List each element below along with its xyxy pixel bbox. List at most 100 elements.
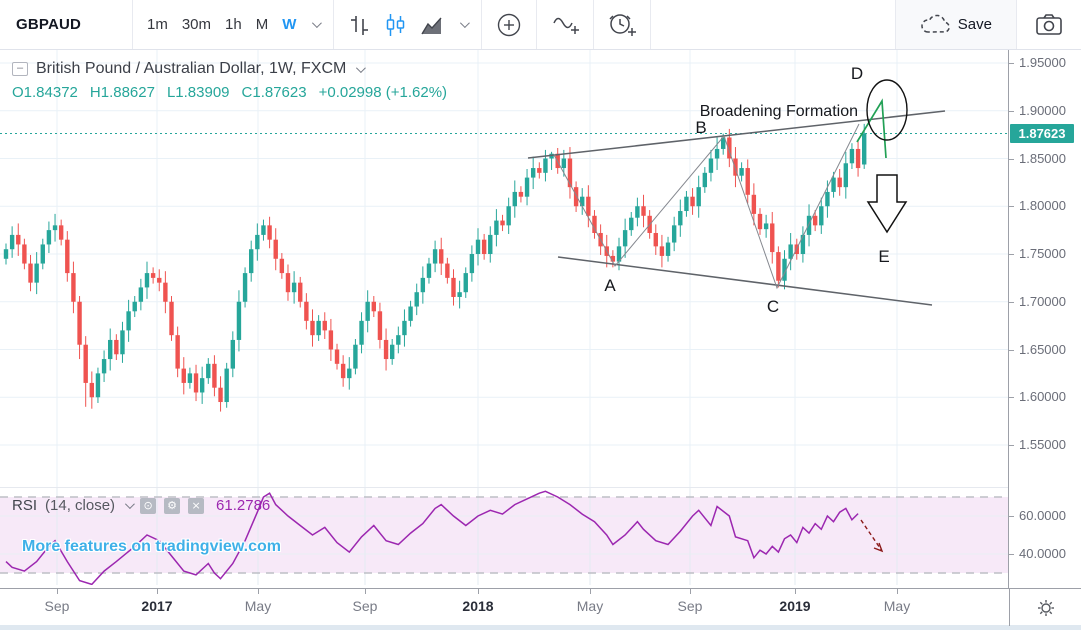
breakout-circle xyxy=(866,79,908,141)
annotation-text: C xyxy=(767,297,779,316)
last-price-tag: 1.87623 xyxy=(1010,124,1074,144)
time-tick xyxy=(258,589,259,594)
time-tick xyxy=(57,589,58,594)
rsi-tick xyxy=(1009,516,1014,517)
price-tick xyxy=(1009,349,1014,351)
lower-trendline xyxy=(557,256,933,306)
symbol-title[interactable]: British Pound / Australian Dollar, 1W, F… xyxy=(36,60,347,77)
time-tick-label: Sep xyxy=(352,598,378,614)
tradingview-watermark[interactable]: More features on tradingview.com xyxy=(22,538,282,555)
axis-settings-button[interactable] xyxy=(1009,589,1081,626)
time-tick xyxy=(157,589,158,594)
candles xyxy=(3,123,867,412)
area-style-icon[interactable] xyxy=(420,14,444,36)
annotation-text: B xyxy=(695,118,706,137)
candle-style-icon[interactable] xyxy=(384,12,406,38)
bar-style-icon[interactable] xyxy=(348,13,370,37)
time-tick-label: May xyxy=(244,598,272,614)
snapshot-section xyxy=(1017,0,1081,49)
indicator-icon[interactable] xyxy=(551,13,580,37)
timeframe-section: 1m 30m 1h M W xyxy=(133,0,335,49)
time-tick-label: 2018 xyxy=(462,598,494,614)
timeframe-1h[interactable]: 1h xyxy=(225,16,242,33)
price-tick xyxy=(1009,301,1014,303)
chart-legend: – British Pound / Australian Dollar, 1W,… xyxy=(12,60,447,101)
main-price-chart[interactable]: Broadening Formation A B C D E xyxy=(0,50,1008,488)
rsi-value: 61.2786 xyxy=(216,497,271,514)
timeframe-dropdown-icon[interactable] xyxy=(312,18,323,29)
price-tick-label: 1.95000 xyxy=(1019,55,1066,70)
rsi-legend: RSI (14, close) ⊙ ⚙ × 61.2786 xyxy=(12,497,270,514)
symbol-chevron-icon[interactable] xyxy=(356,62,367,73)
time-tick-label: May xyxy=(576,598,604,614)
eye-icon[interactable]: ⊙ xyxy=(140,497,157,514)
rsi-tick xyxy=(1009,554,1014,555)
alert-section xyxy=(594,0,652,49)
gear-icon[interactable]: ⚙ xyxy=(164,497,181,514)
abcd-zigzag xyxy=(553,123,860,290)
timeframe-1m[interactable]: 1m xyxy=(147,16,168,33)
price-tick-label: 1.65000 xyxy=(1019,341,1066,357)
rsi-chevron-icon[interactable] xyxy=(125,499,135,510)
save-label: Save xyxy=(957,16,992,33)
rsi-params: (14, close) xyxy=(45,497,116,514)
timeframe-30m[interactable]: 30m xyxy=(181,16,212,33)
compare-section xyxy=(482,0,538,49)
rsi-tick-label: 60.0000 xyxy=(1019,508,1066,523)
green-projection xyxy=(856,98,887,159)
time-tick xyxy=(365,589,366,594)
low-value: L1.83909 xyxy=(166,84,230,101)
time-tick-label: Sep xyxy=(44,598,70,614)
price-tick xyxy=(1009,206,1014,208)
price-tick-label: 1.80000 xyxy=(1019,198,1066,214)
chart-style-section xyxy=(334,0,483,49)
annotation-text: Broadening Formation xyxy=(700,103,858,120)
price-axis[interactable]: 1.95000 1.90000 1.85000 1.80000 1.75000 1.700… xyxy=(1008,50,1081,588)
time-axis[interactable]: Sep 2017 May Sep 2018 May Sep 2019 May xyxy=(0,588,1081,626)
time-tick xyxy=(795,589,796,594)
symbol-label[interactable]: GBPAUD xyxy=(16,16,82,33)
cloud-save-icon xyxy=(921,14,950,33)
rsi-projection-arrow xyxy=(860,519,883,552)
open-value: O1.84372 xyxy=(12,84,78,101)
down-arrow xyxy=(866,174,908,234)
upper-trendline xyxy=(527,110,946,159)
price-tick xyxy=(1009,63,1014,64)
gear-icon xyxy=(1037,599,1054,616)
rsi-tick-label: 40.0000 xyxy=(1019,546,1066,561)
price-tick-label: 1.90000 xyxy=(1019,102,1066,118)
annotation-text: D xyxy=(851,64,863,83)
indicator-section xyxy=(537,0,595,49)
camera-icon[interactable] xyxy=(1035,13,1063,37)
rsi-title[interactable]: RSI xyxy=(12,497,38,514)
save-button[interactable]: Save xyxy=(910,14,1002,36)
pane-separator[interactable] xyxy=(0,487,1008,488)
price-tick-label: 1.55000 xyxy=(1019,437,1066,452)
time-tick xyxy=(590,589,591,594)
high-value: H1.88627 xyxy=(89,84,155,101)
timeframe-1W[interactable]: W xyxy=(282,16,297,33)
price-tick xyxy=(1009,110,1014,112)
time-tick-label: May xyxy=(883,598,911,614)
symbol-section[interactable]: GBPAUD xyxy=(0,0,133,49)
annotation-text: A xyxy=(604,276,616,295)
rsi-line xyxy=(5,490,859,585)
time-tick-label: 2019 xyxy=(779,598,811,614)
style-dropdown-icon[interactable] xyxy=(460,18,471,29)
price-tick xyxy=(1009,397,1014,399)
time-tick xyxy=(690,589,691,594)
alert-icon[interactable] xyxy=(608,12,637,38)
top-toolbar: GBPAUD 1m 30m 1h M W xyxy=(0,0,1081,50)
close-icon[interactable]: × xyxy=(188,497,205,514)
timeframe-1M[interactable]: M xyxy=(255,16,269,33)
price-tick-label: 1.85000 xyxy=(1019,150,1066,166)
time-tick xyxy=(897,589,898,594)
save-section: Save xyxy=(895,0,1017,49)
price-tick-label: 1.75000 xyxy=(1019,246,1066,261)
time-tick xyxy=(478,589,479,594)
change-value: +0.02998 (+1.62%) xyxy=(318,84,448,101)
compare-icon[interactable] xyxy=(496,12,522,38)
time-tick-label: 2017 xyxy=(141,598,173,614)
collapse-pane-icon[interactable]: – xyxy=(12,62,28,76)
time-tick-label: Sep xyxy=(677,598,703,614)
